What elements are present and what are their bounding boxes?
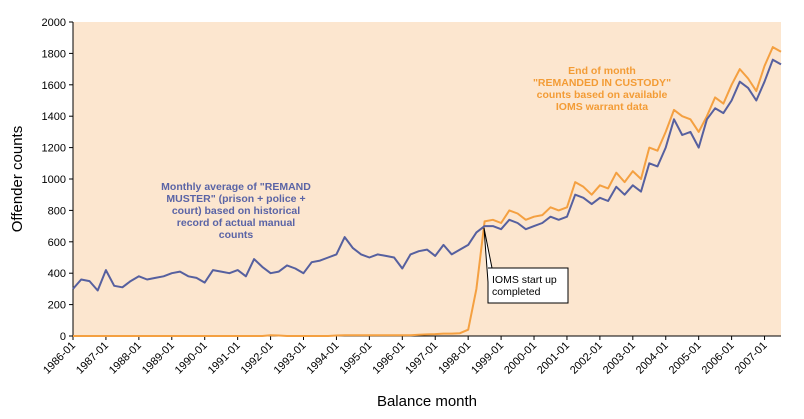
- annotation-line: court) based on historical: [172, 205, 300, 217]
- x-tick-label: 2003-01: [601, 340, 638, 377]
- x-tick-label: 1990-01: [173, 340, 210, 377]
- annotation-line: counts based on available: [537, 89, 668, 101]
- x-tick-label: 1996-01: [370, 340, 407, 377]
- y-tick-label: 200: [48, 300, 66, 312]
- x-tick-label: 1991-01: [206, 340, 243, 377]
- x-tick-label: 1989-01: [140, 340, 177, 377]
- annotation-line: IOMS warrant data: [556, 101, 648, 113]
- series-line: [73, 46, 782, 337]
- x-tick-label: 1986-01: [41, 340, 78, 377]
- x-axis-title: Balance month: [377, 393, 477, 410]
- y-tick-label: 1600: [42, 80, 66, 92]
- x-tick-label: 2006-01: [700, 340, 737, 377]
- x-tick-label: 1995-01: [337, 340, 374, 377]
- annotation-line: counts: [219, 229, 254, 241]
- y-axis-title: Offender counts: [9, 126, 26, 232]
- series-line: [72, 58, 782, 292]
- x-tick-label: 1987-01: [74, 340, 111, 377]
- x-tick-label: 1998-01: [436, 340, 473, 377]
- x-tick-label: 2004-01: [634, 340, 671, 377]
- plot-area: [73, 22, 781, 336]
- annotation-line: End of month: [568, 65, 636, 77]
- y-tick-label: 1400: [42, 111, 66, 123]
- x-tick-label: 1992-01: [239, 340, 276, 377]
- annotation: Monthly average of "REMAND MUSTER" (priso…: [161, 181, 311, 241]
- callout-box: [483, 227, 569, 304]
- y-tick-label: 800: [48, 205, 66, 217]
- annotation-line: IOMS start up: [492, 274, 557, 286]
- y-tick-label: 1800: [42, 48, 66, 60]
- y-tick-label: 400: [48, 268, 66, 280]
- x-tick-label: 1997-01: [403, 340, 440, 377]
- x-tick-label: 1993-01: [272, 340, 309, 377]
- annotation-line: Monthly average of "REMAND: [161, 181, 311, 193]
- x-tick-label: 1988-01: [107, 340, 144, 377]
- x-tick-label: 1999-01: [469, 340, 506, 377]
- annotation-line: MUSTER" (prison + police +: [166, 193, 305, 205]
- x-tick-label: 2001-01: [535, 340, 572, 377]
- annotation-line: completed: [492, 286, 541, 298]
- annotation-line: record of actual manual: [177, 217, 296, 229]
- x-tick-label: 2002-01: [568, 340, 605, 377]
- y-tick-label: 2000: [42, 17, 66, 29]
- y-tick-label: 600: [48, 237, 66, 249]
- annotation: End of month "REMANDED IN CUSTODY" counts …: [533, 65, 671, 113]
- x-tick-label: 2005-01: [667, 340, 704, 377]
- x-tick-label: 1994-01: [305, 340, 342, 377]
- y-tick-label: 1200: [42, 143, 66, 155]
- x-tick-label: 2000-01: [502, 340, 539, 377]
- y-tick-label: 0: [60, 331, 66, 343]
- annotation-line: "REMANDED IN CUSTODY": [533, 77, 671, 89]
- y-tick-label: 1000: [42, 174, 66, 186]
- x-tick-label: 2007-01: [733, 340, 770, 377]
- annotation: IOMS start up completed: [492, 274, 557, 298]
